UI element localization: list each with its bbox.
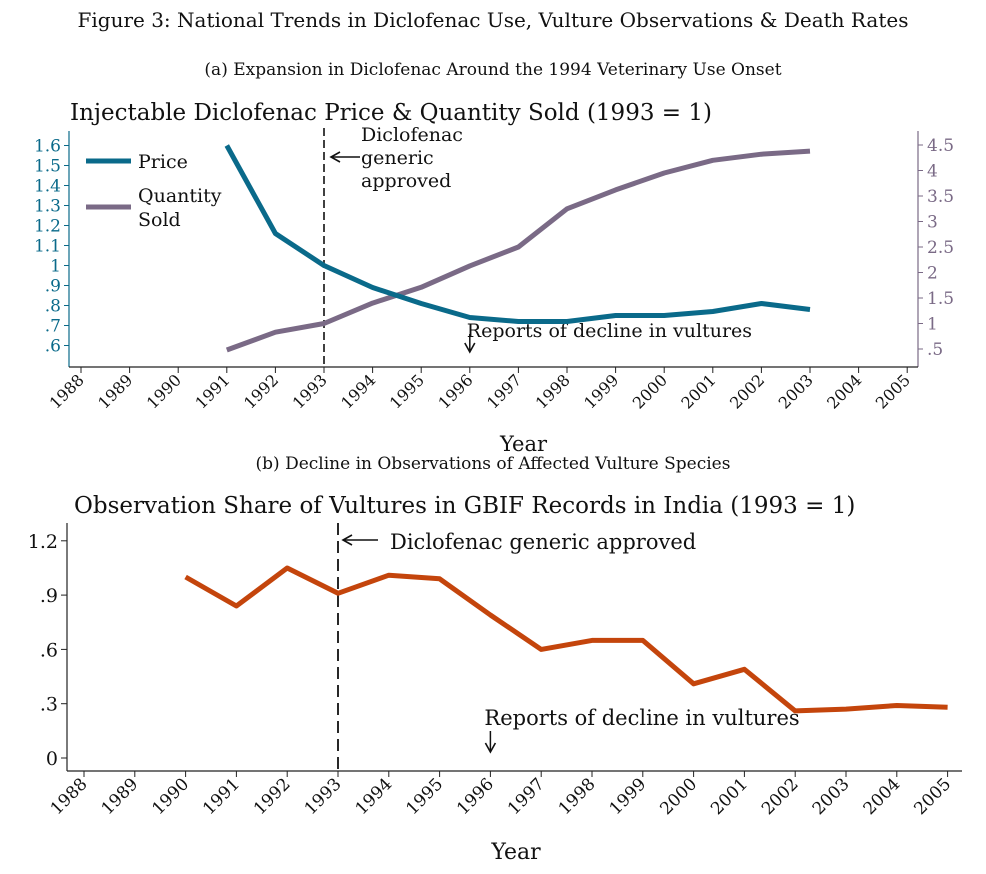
panel-a-left-tick-label: 1.6 bbox=[34, 137, 61, 157]
panel-b-decline-arrowhead bbox=[484, 742, 497, 754]
panel-b-x-tick-label: 2002 bbox=[758, 774, 803, 819]
panel-a-decline-arrowhead bbox=[464, 342, 476, 354]
panel-b-title: Observation Share of Vultures in GBIF Re… bbox=[74, 493, 855, 519]
panel-a-subtitle: (a) Expansion in Diclofenac Around the 1… bbox=[204, 60, 782, 80]
panel-a-right-tick-label: 4 bbox=[927, 162, 938, 182]
panel-b-x-tick-label: 1993 bbox=[301, 774, 346, 819]
panel-b-y-tick-label: .3 bbox=[40, 694, 58, 716]
panel-b-x-tick-label: 1991 bbox=[199, 774, 244, 819]
panel-b-approval-arrowhead bbox=[341, 534, 353, 546]
panel-b-x-tick-label: 1995 bbox=[402, 774, 447, 819]
panel-a-right-tick-label: 2.5 bbox=[927, 238, 954, 258]
panel-a-left-tick-label: 1.2 bbox=[34, 217, 61, 237]
panel-b-y-tick-label: .6 bbox=[40, 639, 58, 661]
panel-a-approval-label: Diclofenac bbox=[361, 124, 463, 146]
panel-b-y-tick-label: .9 bbox=[40, 585, 58, 607]
panel-a-right-tick-label: 4.5 bbox=[927, 136, 954, 156]
panel-a-title: Injectable Diclofenac Price & Quantity S… bbox=[70, 100, 712, 126]
panel-b-approval-label: Diclofenac generic approved bbox=[390, 530, 696, 554]
panel-b-subtitle: (b) Decline in Observations of Affected … bbox=[255, 454, 731, 474]
panel-a-right-tick-label: 3 bbox=[927, 213, 938, 233]
panel-a-left-tick-label: .9 bbox=[45, 277, 61, 297]
panel-a-left-tick-label: 1.5 bbox=[34, 157, 61, 177]
panel-a-left-tick-label: 1.3 bbox=[34, 197, 61, 217]
panel-b-x-tick-label: 2005 bbox=[910, 774, 955, 819]
panel-b-x-tick-label: 1992 bbox=[250, 774, 295, 819]
panel-b-y-tick-label: 0 bbox=[46, 748, 58, 770]
panel-b-x-tick-label: 2000 bbox=[656, 774, 701, 819]
panel-b-x-tick-label: 2001 bbox=[707, 774, 752, 819]
panel-a-right-tick-label: 1.5 bbox=[927, 289, 954, 309]
panel-b-x-axis-label: Year bbox=[490, 840, 541, 865]
panel-b-x-tick-label: 1999 bbox=[606, 774, 651, 819]
panel-b-x-tick-label: 1989 bbox=[98, 774, 143, 819]
panel-b-x-tick-label: 1990 bbox=[148, 774, 193, 819]
panel-b-x-tick-label: 1994 bbox=[352, 774, 397, 819]
panel-b-x-tick-label: 1998 bbox=[555, 774, 600, 819]
panel-a-right-tick-label: 2 bbox=[927, 264, 938, 284]
legend-quantity-label-2: Sold bbox=[138, 209, 181, 231]
panel-b-x-tick-label: 1988 bbox=[47, 774, 92, 819]
panel-b-x-tick-label: 1997 bbox=[504, 774, 549, 819]
panel-b-decline-label: Reports of decline in vultures bbox=[484, 706, 799, 730]
panel-a-x-axis-label: Year bbox=[499, 432, 548, 456]
legend-price-label: Price bbox=[138, 151, 188, 173]
panel-a-left-tick-label: 1.4 bbox=[34, 177, 61, 197]
panel-b-x-tick-label: 2003 bbox=[809, 774, 854, 819]
panel-a-left-tick-label: 1.1 bbox=[34, 237, 61, 257]
panel-a-left-tick-label: 1 bbox=[50, 257, 61, 277]
panel-a-left-tick-label: .8 bbox=[45, 297, 61, 317]
panel-a-left-tick-label: .7 bbox=[45, 317, 61, 337]
panel-a-decline-label: Reports of decline in vultures bbox=[467, 320, 752, 342]
panel-a-right-tick-label: 1 bbox=[927, 315, 938, 335]
panel-a-left-tick-label: .6 bbox=[45, 337, 61, 357]
figure-title: Figure 3: National Trends in Diclofenac … bbox=[77, 8, 909, 32]
quantity-sold-line bbox=[225, 148, 811, 353]
panel-a-right-tick-label: .5 bbox=[927, 340, 943, 360]
observation-share-line bbox=[184, 565, 948, 714]
panel-b-y-tick-label: 1.2 bbox=[28, 531, 58, 553]
price-line bbox=[224, 144, 811, 324]
panel-b-x-tick-label: 2004 bbox=[860, 774, 905, 819]
panel-b-x-tick-label: 1996 bbox=[453, 774, 498, 819]
legend-quantity-label: Quantity bbox=[138, 185, 222, 207]
panel-a-right-tick-label: 3.5 bbox=[927, 187, 954, 207]
panel-a-approval-label: approved bbox=[361, 170, 451, 192]
panel-a-approval-label: generic bbox=[361, 147, 434, 169]
